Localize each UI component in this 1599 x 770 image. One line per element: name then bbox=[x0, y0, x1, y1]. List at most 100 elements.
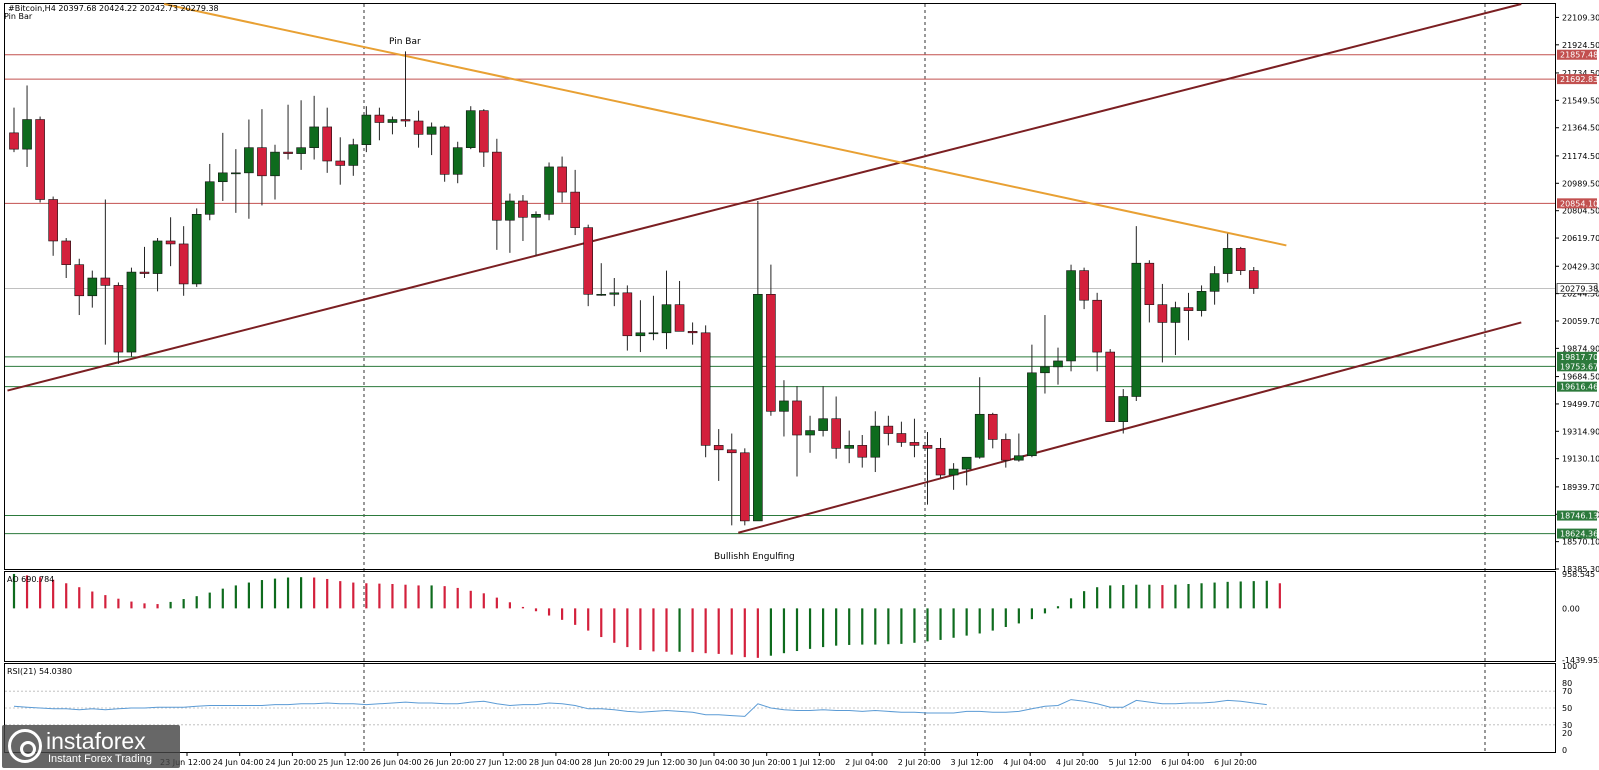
price-tick-label-15: 19314.90 bbox=[1562, 427, 1599, 436]
candle-body-75 bbox=[987, 413, 998, 440]
candle-body-9 bbox=[126, 271, 137, 353]
resistance-label-1-box bbox=[1557, 74, 1597, 85]
candle-body-5 bbox=[74, 264, 85, 297]
candle-body-80 bbox=[1053, 360, 1063, 368]
candle-body-83 bbox=[1092, 299, 1102, 353]
candle-body-44 bbox=[583, 227, 594, 295]
candle-body-34 bbox=[452, 147, 463, 175]
resistance-label-2-text: 20854.10 bbox=[1560, 199, 1598, 208]
candle-body-56 bbox=[739, 452, 750, 522]
candle-body-55 bbox=[726, 449, 737, 454]
price-tick-label-19: 18570.10 bbox=[1562, 538, 1599, 547]
candle-body-95 bbox=[1248, 270, 1259, 289]
candle-body-70 bbox=[922, 445, 933, 449]
time-tick-label-8: 28 Jun 20:00 bbox=[582, 758, 633, 767]
candle-body-17 bbox=[231, 172, 241, 175]
rsi-tick-label-3: 50 bbox=[1562, 704, 1572, 713]
candle-body-37 bbox=[492, 151, 502, 221]
candle-body-77 bbox=[1014, 455, 1024, 461]
candle-body-74 bbox=[974, 413, 985, 458]
candle-body-73 bbox=[961, 456, 972, 470]
trendline-1 bbox=[738, 321, 1522, 534]
price-tick-label-0: 22109.30 bbox=[1562, 13, 1599, 22]
candle-body-62 bbox=[818, 418, 828, 431]
price-tick-label-20: 18385.30 bbox=[1562, 565, 1599, 574]
logo-brand: instaforex bbox=[46, 728, 146, 754]
candle-body-64 bbox=[844, 445, 855, 449]
candle-body-40 bbox=[531, 214, 541, 218]
candle-body-50 bbox=[661, 304, 672, 334]
candle-body-57 bbox=[753, 293, 763, 522]
candle-body-49 bbox=[648, 332, 659, 335]
candle-body-63 bbox=[831, 418, 841, 449]
price-tick-label-7: 20804.50 bbox=[1562, 207, 1599, 216]
candle-body-27 bbox=[361, 114, 372, 146]
symbol-header: #Bitcoin,H4 20397.68 20424.22 20242.73 2… bbox=[8, 4, 219, 13]
candle-body-0 bbox=[9, 132, 19, 150]
candle-body-69 bbox=[909, 442, 920, 446]
candle-body-20 bbox=[270, 151, 280, 177]
current-price-label: 20279.38 bbox=[1560, 284, 1598, 293]
ao-panel-frame bbox=[4, 571, 1556, 662]
support-label-3-text: 18746.13 bbox=[1560, 512, 1598, 521]
ao-label: AO 690.784 bbox=[7, 575, 54, 584]
candle-body-12 bbox=[165, 240, 176, 245]
price-tick-label-2: 21734.50 bbox=[1562, 69, 1599, 78]
price-tick-label-4: 21364.50 bbox=[1562, 124, 1599, 133]
rsi-tick-label-0: 100 bbox=[1562, 662, 1577, 671]
candle-body-10 bbox=[139, 271, 150, 274]
candle-body-7 bbox=[100, 277, 111, 286]
candle-body-28 bbox=[374, 114, 385, 123]
instaforex-logo-icon bbox=[8, 729, 42, 763]
candle-body-31 bbox=[413, 120, 424, 135]
candle-body-45 bbox=[596, 293, 607, 296]
support-label-4-box bbox=[1557, 528, 1597, 539]
rsi-tick-label-4: 30 bbox=[1562, 721, 1572, 730]
candle-body-81 bbox=[1066, 270, 1076, 362]
candle-body-79 bbox=[1040, 366, 1050, 374]
candle-body-36 bbox=[478, 110, 489, 153]
candle-body-26 bbox=[348, 144, 359, 166]
time-tick-label-11: 30 Jun 20:00 bbox=[740, 758, 791, 767]
price-tick-label-1: 21924.50 bbox=[1562, 41, 1599, 50]
candle-body-16 bbox=[218, 172, 228, 183]
candle-body-47 bbox=[622, 292, 633, 337]
candle-body-25 bbox=[335, 160, 346, 166]
candle-body-32 bbox=[426, 126, 437, 135]
candle-body-52 bbox=[687, 331, 698, 334]
candle-body-33 bbox=[439, 126, 450, 175]
time-tick-label-4: 26 Jun 04:00 bbox=[371, 758, 422, 767]
rsi-label: RSI(21) 54.0380 bbox=[7, 667, 72, 676]
ao-tick-label-2: -1439.952 bbox=[1562, 656, 1599, 665]
time-tick-label-0: 23 Jun 12:00 bbox=[160, 758, 211, 767]
candle-body-86 bbox=[1131, 262, 1142, 397]
candle-body-72 bbox=[948, 468, 959, 476]
time-tick-label-19: 6 Jul 04:00 bbox=[1161, 758, 1204, 767]
rsi-line bbox=[13, 699, 1267, 717]
rsi-tick-label-2: 70 bbox=[1562, 687, 1572, 696]
price-tick-label-8: 20619.70 bbox=[1562, 234, 1599, 243]
price-tick-label-5: 21174.50 bbox=[1562, 152, 1599, 161]
candle-body-35 bbox=[465, 110, 476, 148]
price-tick-label-16: 19130.10 bbox=[1562, 455, 1599, 464]
candle-body-3 bbox=[48, 199, 58, 242]
time-tick-label-14: 2 Jul 20:00 bbox=[898, 758, 941, 767]
pinned-label: Pin Bar bbox=[4, 12, 33, 21]
support-label-4-text: 18624.36 bbox=[1560, 530, 1598, 539]
candle-body-65 bbox=[857, 445, 868, 458]
candle-body-60 bbox=[792, 400, 802, 436]
candle-body-94 bbox=[1235, 248, 1246, 271]
candle-body-61 bbox=[805, 430, 815, 436]
candle-body-48 bbox=[635, 332, 646, 337]
candle-body-15 bbox=[204, 181, 215, 215]
time-tick-label-2: 24 Jun 20:00 bbox=[265, 758, 316, 767]
candle-body-82 bbox=[1079, 270, 1089, 301]
candle-body-8 bbox=[113, 285, 124, 353]
rsi-tick-label-1: 80 bbox=[1562, 679, 1572, 688]
candle-body-29 bbox=[387, 119, 398, 123]
candle-body-91 bbox=[1196, 291, 1207, 311]
rsi-panel-frame bbox=[4, 663, 1556, 753]
time-tick-label-1: 24 Jun 04:00 bbox=[213, 758, 264, 767]
candle-body-67 bbox=[883, 425, 894, 434]
